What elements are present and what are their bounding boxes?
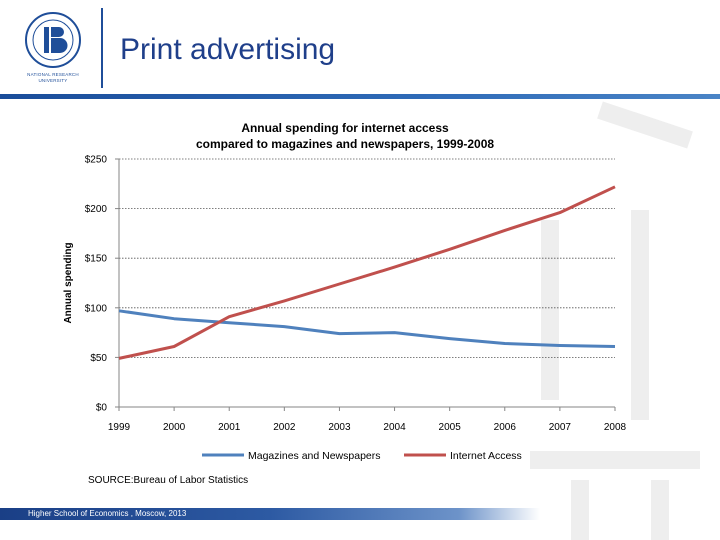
- y-tick-label: $100: [85, 303, 108, 314]
- x-tick-label: 2006: [494, 422, 517, 433]
- legend-label-internet: Internet Access: [450, 450, 522, 462]
- x-axis-ticks: 1999 2000 2001 2002 2003 2004 2005 2006 2007 2008: [108, 407, 627, 433]
- page-title: Print advertising: [120, 33, 336, 66]
- x-tick-label: 2004: [383, 422, 406, 433]
- watermark-emblem-icon: [530, 101, 700, 540]
- header-bar: [0, 94, 720, 99]
- legend: Magazines and Newspapers Internet Access: [202, 450, 522, 462]
- x-tick-label: 2003: [328, 422, 351, 433]
- x-tick-label: 2001: [218, 422, 241, 433]
- y-tick-label: $0: [96, 403, 108, 414]
- chart-title-line1: Annual spending for internet access: [241, 121, 449, 135]
- logo-caption: National Research University: [27, 72, 79, 83]
- x-tick-label: 2007: [549, 422, 572, 433]
- y-axis-ticks: $0 $50 $100 $150 $200 $250: [85, 155, 119, 414]
- y-tick-label: $200: [85, 204, 108, 215]
- logo-emblem-icon: [25, 12, 81, 68]
- university-logo: National Research University: [18, 10, 88, 90]
- y-axis-label: Annual spending: [63, 242, 74, 323]
- x-tick-label: 2008: [604, 422, 627, 433]
- y-tick-label: $150: [85, 254, 108, 265]
- line-chart: Annual spending for internet access comp…: [63, 121, 627, 462]
- x-tick-label: 2000: [163, 422, 186, 433]
- source-note: SOURCE:Bureau of Labor Statistics: [88, 475, 249, 486]
- series-lines: [118, 185, 616, 360]
- slide-header: National Research University Print adver…: [0, 0, 720, 99]
- x-tick-label: 2002: [273, 422, 296, 433]
- y-tick-label: $50: [90, 353, 107, 364]
- footer-bar: Higher School of Economics , Moscow, 201…: [0, 508, 540, 520]
- y-tick-label: $250: [85, 155, 108, 166]
- footer-text: Higher School of Economics , Moscow, 201…: [28, 509, 187, 518]
- x-tick-label: 2005: [439, 422, 462, 433]
- chart-title-line2: compared to magazines and newspapers, 19…: [196, 137, 494, 151]
- series-line-internet-access: [118, 185, 616, 360]
- x-tick-label: 1999: [108, 422, 131, 433]
- gridlines: [119, 158, 615, 358]
- header-divider: [101, 8, 103, 88]
- legend-label-magazines: Magazines and Newspapers: [248, 450, 381, 462]
- series-line-magazines-and-newspapers: [118, 309, 616, 348]
